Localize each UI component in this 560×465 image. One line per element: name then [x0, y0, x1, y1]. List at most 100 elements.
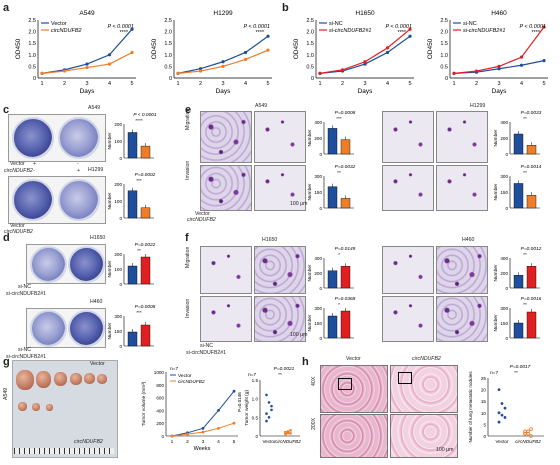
data-point — [201, 426, 205, 430]
zoom-box — [338, 378, 352, 390]
data-point — [497, 420, 501, 424]
data-point — [40, 71, 44, 75]
y-tick-label: 1.5 — [440, 41, 448, 47]
x-tick-label: 3 — [363, 81, 366, 87]
data-point — [286, 430, 290, 433]
x-tick-label: 5 — [542, 81, 545, 87]
p-value: P=0.0021 — [274, 366, 295, 372]
x-tick-label: 2 — [341, 81, 344, 87]
y-tick-label: 0 — [33, 76, 36, 82]
p-value: P=0.0149 — [335, 246, 356, 252]
f-invasion-label: Invasion — [185, 298, 191, 318]
tumor-weight-chart: 0 0.5 1.0 1.5 Tumor weight (g) P=0.0021** n=7 V… — [244, 366, 301, 444]
y-axis-label: Number — [493, 183, 499, 200]
data-point — [270, 404, 273, 408]
x-tick-label: 3 — [85, 81, 88, 87]
colony-dish-si-h460 — [68, 310, 105, 347]
y-tick-label: 0 — [505, 206, 508, 211]
y-tick-label: 200 — [314, 136, 322, 141]
x-tick-label: 1 — [318, 81, 321, 87]
invasion-image-sinc-h460 — [382, 296, 434, 342]
y-tick-label: 0 — [505, 152, 508, 157]
y-tick-label: 15 — [481, 399, 487, 404]
data-point — [243, 50, 248, 55]
data-point — [529, 434, 533, 438]
chart-title: A549 — [79, 10, 95, 17]
y-tick-label: 200 — [500, 271, 508, 276]
y-tick-label: 1000 — [154, 370, 165, 375]
significance-stars: *** — [336, 116, 342, 122]
bar — [526, 266, 537, 289]
y-tick-label: 2.0 — [164, 30, 172, 36]
e-a549-title: A549 — [255, 103, 268, 109]
x-tick-label: 2 — [63, 81, 66, 87]
d-h460-title: H460 — [90, 299, 103, 305]
y-tick-label: 0 — [119, 344, 122, 349]
h-40x-label: 40X — [311, 376, 317, 386]
panel-label-f: f — [185, 232, 189, 244]
bar — [327, 186, 338, 209]
x-tick-label: 5 — [408, 81, 411, 87]
y-tick-label: 1.5 — [28, 41, 36, 47]
y-tick-label: 1.5 — [306, 41, 314, 47]
migration-image-circ-a549 — [254, 111, 306, 163]
bar — [526, 145, 537, 155]
invasion-image-circ-a549 — [254, 165, 306, 211]
data-point — [289, 432, 292, 435]
y-tick-label: 200 — [156, 421, 164, 426]
invasion-image-sinc-h1650 — [200, 296, 252, 342]
d-row1-label-2: si-NC — [18, 347, 31, 353]
significance-stars: **** — [119, 30, 128, 36]
bar — [327, 128, 338, 155]
p-value: P=0.0002 — [135, 172, 156, 178]
data-point — [497, 411, 501, 415]
x-axis-label: Days — [492, 88, 508, 95]
bar — [140, 207, 151, 219]
g-circ-label: circNDUFB2 — [74, 439, 103, 445]
e-row1-label: Vector — [195, 211, 210, 217]
y-tick-label: 800 — [156, 383, 164, 388]
colony-dish-vector-h1299 — [12, 179, 54, 221]
x-tick-label: circNDUFB2 — [515, 439, 541, 444]
data-point — [474, 69, 479, 73]
e-scale-bar: 100 μm — [290, 201, 308, 207]
data-point — [340, 68, 345, 72]
c-a549-title: A549 — [88, 105, 101, 111]
x-tick-label: 3 — [202, 439, 205, 445]
legend-label: si-circNDUFB2#1 — [463, 28, 505, 34]
migration-image-si-h460 — [436, 246, 488, 294]
data-point — [201, 430, 205, 434]
ruler — [14, 448, 114, 454]
significance-stars: ** — [523, 252, 527, 258]
x-tick-label: 1 — [40, 81, 43, 87]
colony-dish-sinc-h1650 — [30, 246, 67, 283]
p-value: P=0.0033 — [521, 110, 542, 116]
data-point — [542, 59, 546, 63]
y-tick-label: 0 — [119, 216, 122, 221]
y-tick-label: 0 — [505, 286, 508, 291]
p-value: P=0.0022 — [135, 242, 156, 248]
data-point — [526, 429, 530, 434]
significance-stars: ** — [523, 170, 527, 176]
y-tick-label: 2.0 — [440, 30, 448, 36]
data-point — [385, 46, 390, 50]
tumor — [32, 403, 40, 411]
bar — [340, 310, 351, 339]
y-tick-label: 0 — [319, 286, 322, 291]
data-point — [198, 69, 203, 73]
p-value: P < 0.0001 — [385, 24, 412, 30]
data-point — [529, 427, 533, 431]
x-tick-label: 1 — [452, 81, 455, 87]
y-tick-label: 1.5 — [252, 378, 259, 383]
n-label: n=7 — [170, 366, 178, 372]
significance-stars: *** — [136, 310, 142, 316]
data-point — [265, 393, 268, 397]
significance-stars: * — [338, 302, 340, 308]
panel-label-g: g — [3, 356, 10, 368]
data-point — [62, 69, 67, 73]
p-value: P=0.0032 — [335, 164, 356, 170]
bar — [513, 133, 524, 155]
c-row2-label: circNDUFB2 — [4, 168, 33, 174]
legend-label: Vector — [51, 21, 67, 27]
